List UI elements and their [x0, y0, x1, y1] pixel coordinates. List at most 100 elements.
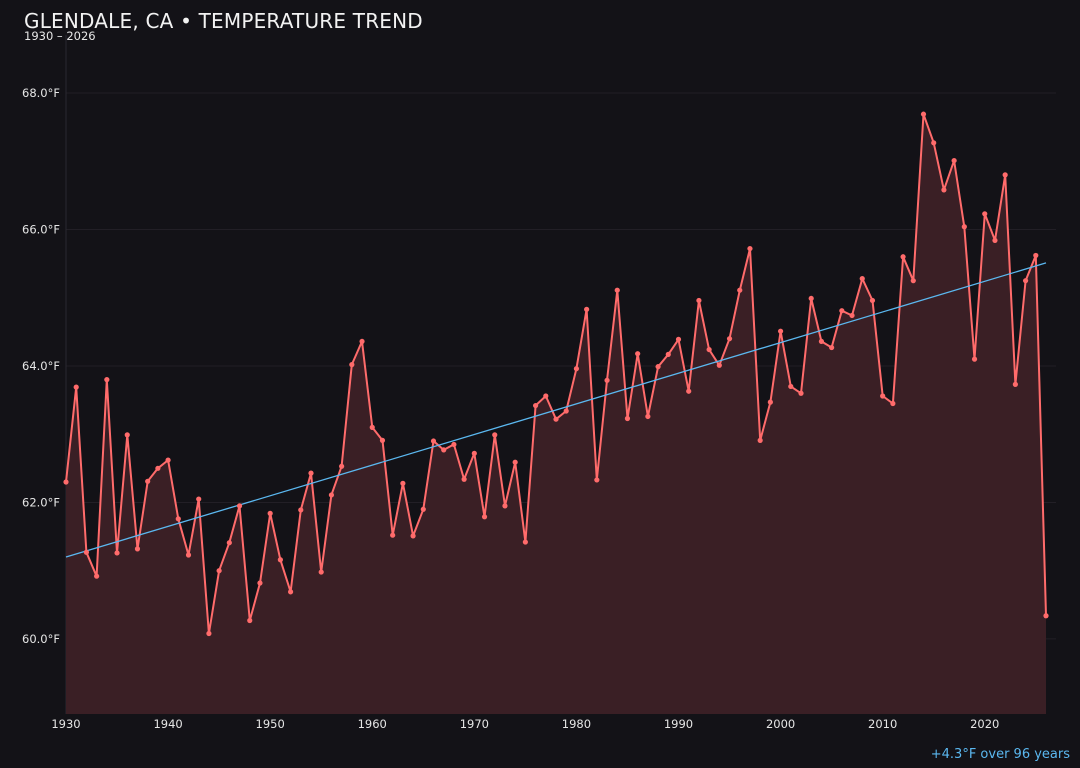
- data-point-1980: [573, 366, 580, 372]
- data-point-1941: [175, 516, 181, 522]
- data-point-1981: [584, 306, 590, 312]
- data-point-2023: [1012, 381, 1018, 387]
- data-point-2009: [869, 297, 876, 304]
- y-tick-label: 62.0°F: [22, 495, 60, 509]
- x-tick-label: 2010: [868, 717, 897, 731]
- data-point-1944: [206, 630, 212, 637]
- data-point-1994: [716, 362, 722, 368]
- data-point-1962: [390, 532, 396, 538]
- data-point-2001: [788, 383, 794, 390]
- data-point-1984: [614, 287, 620, 293]
- data-point-2012: [900, 254, 906, 260]
- data-point-1988: [655, 364, 661, 370]
- data-point-1948: [247, 617, 253, 624]
- data-point-2025: [1033, 252, 1039, 259]
- data-point-1985: [624, 415, 631, 422]
- data-point-2011: [890, 400, 896, 407]
- data-point-1969: [461, 476, 467, 482]
- data-point-1992: [696, 297, 702, 304]
- data-point-1964: [410, 533, 416, 539]
- data-point-2003: [808, 295, 814, 302]
- data-point-1930: [63, 479, 69, 485]
- trend-annotation: +4.3°F over 96 years: [930, 747, 1070, 762]
- data-point-1933: [94, 573, 100, 579]
- data-point-1961: [379, 437, 386, 443]
- data-point-1974: [512, 459, 518, 465]
- data-point-1952: [287, 589, 294, 595]
- data-point-1991: [686, 388, 692, 394]
- data-point-1946: [226, 540, 232, 546]
- data-point-1936: [124, 432, 130, 438]
- data-point-1975: [522, 539, 528, 545]
- data-point-1954: [308, 470, 314, 476]
- data-point-2018: [961, 224, 967, 230]
- data-point-1955: [318, 569, 324, 575]
- data-point-2016: [941, 187, 947, 193]
- data-point-1978: [553, 416, 559, 422]
- data-point-1976: [532, 402, 539, 409]
- data-point-2008: [859, 276, 865, 282]
- data-point-1997: [747, 245, 753, 252]
- data-point-1968: [451, 441, 457, 448]
- data-point-1977: [543, 393, 549, 399]
- data-point-2006: [839, 308, 845, 314]
- x-tick-label: 1980: [562, 717, 591, 731]
- data-point-1979: [563, 408, 569, 414]
- data-point-1965: [420, 506, 426, 512]
- data-point-1935: [114, 550, 120, 556]
- data-point-2007: [849, 312, 855, 319]
- data-point-1970: [471, 450, 477, 456]
- data-point-2000: [777, 328, 784, 334]
- data-point-1971: [481, 514, 488, 520]
- data-point-1963: [400, 480, 406, 486]
- data-point-1949: [257, 580, 263, 586]
- data-point-1934: [104, 377, 110, 383]
- chart-title: GLENDALE, CA • TEMPERATURE TREND: [24, 9, 423, 33]
- data-point-1996: [737, 287, 743, 293]
- data-point-1951: [277, 557, 283, 563]
- data-point-1939: [155, 465, 161, 471]
- data-point-1942: [185, 552, 192, 558]
- data-point-1986: [635, 351, 641, 357]
- data-point-2015: [931, 140, 937, 146]
- data-point-1995: [726, 336, 733, 342]
- y-tick-label: 68.0°F: [22, 86, 60, 100]
- area-fill: [66, 114, 1046, 714]
- data-point-2024: [1022, 278, 1029, 284]
- y-tick-label: 60.0°F: [22, 632, 60, 646]
- data-point-1966: [430, 438, 437, 444]
- data-point-1931: [73, 384, 79, 390]
- data-point-2005: [829, 344, 835, 351]
- data-point-1945: [216, 568, 222, 574]
- data-point-1943: [196, 496, 202, 502]
- x-tick-label: 1930: [51, 717, 80, 731]
- data-point-2010: [880, 393, 886, 399]
- data-point-1999: [767, 399, 773, 405]
- data-point-1958: [349, 362, 355, 368]
- data-point-2004: [818, 338, 825, 345]
- data-point-1956: [328, 492, 335, 498]
- data-point-2019: [971, 356, 978, 362]
- data-point-1959: [359, 338, 365, 345]
- x-tick-label: 1990: [664, 717, 693, 731]
- data-point-1993: [706, 346, 712, 353]
- trend-line: [65, 262, 1047, 558]
- x-tick-label: 2000: [766, 717, 795, 731]
- y-tick-label: 64.0°F: [22, 359, 60, 373]
- data-point-1953: [298, 507, 304, 513]
- data-point-2022: [1002, 172, 1008, 178]
- x-tick-label: 1960: [358, 717, 387, 731]
- data-point-2013: [910, 278, 916, 284]
- data-point-1989: [665, 351, 671, 357]
- data-point-2017: [951, 157, 957, 164]
- data-point-1967: [441, 447, 447, 453]
- data-point-1940: [165, 457, 171, 463]
- data-point-1950: [267, 510, 273, 516]
- data-point-2026: [1043, 613, 1049, 619]
- data-point-1982: [594, 477, 600, 483]
- data-point-1972: [492, 432, 498, 438]
- data-point-1987: [645, 413, 651, 420]
- data-point-2014: [920, 111, 927, 117]
- x-tick-label: 1940: [153, 717, 182, 731]
